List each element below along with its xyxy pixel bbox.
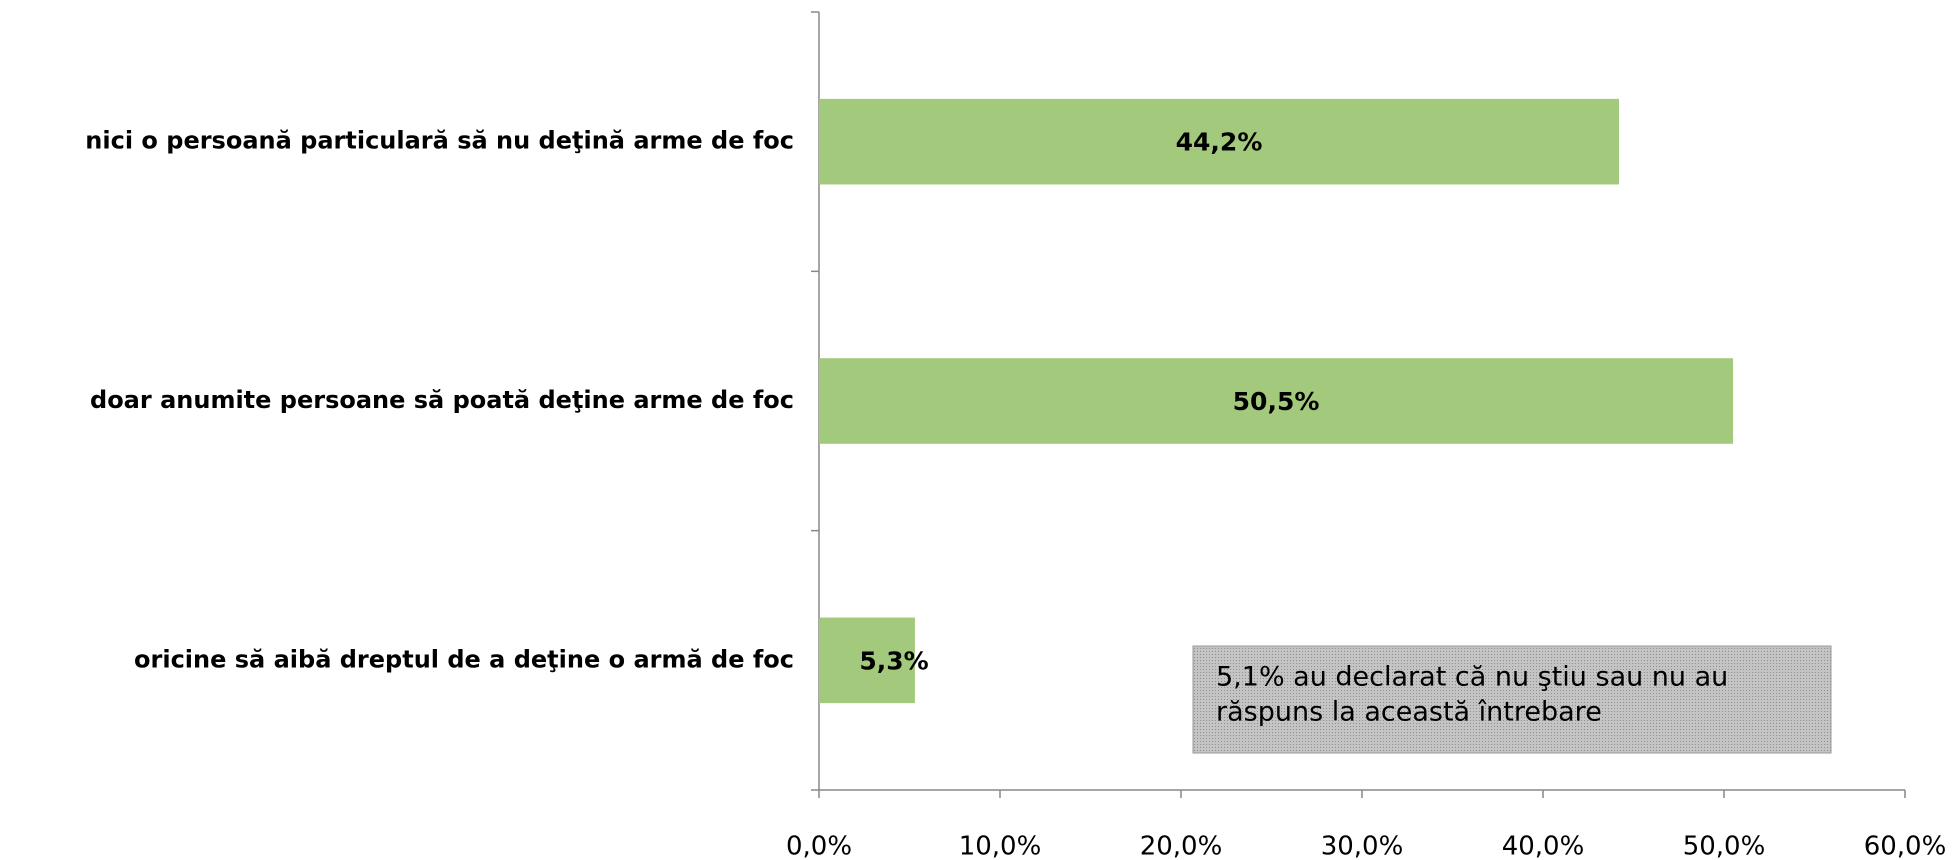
annotation-box (1192, 645, 1832, 754)
bar (819, 98, 1620, 185)
bar (819, 617, 915, 704)
bar (819, 358, 1734, 444)
value-label: 5,3% (859, 646, 928, 675)
annotation-text: 5,1% au declarat că nu ştiu sau nu au (1216, 662, 1728, 693)
category-label: oricine să aibă dreptul de a deţine o ar… (134, 645, 794, 673)
x-tick-label: 40,0% (1502, 832, 1585, 860)
value-label: 50,5% (1233, 387, 1320, 416)
x-tick-label: 0,0% (786, 832, 852, 860)
x-tick-label: 10,0% (959, 832, 1042, 860)
annotation-text: răspuns la această întrebare (1216, 697, 1602, 728)
category-label: nici o persoană particulară să nu deţină… (85, 127, 794, 155)
x-tick-label: 20,0% (1140, 832, 1223, 860)
x-tick-label: 60,0% (1864, 832, 1947, 860)
category-label: doar anumite persoane să poată deţine ar… (90, 386, 794, 414)
value-label: 44,2% (1176, 128, 1263, 157)
x-tick-label: 30,0% (1321, 832, 1404, 860)
x-tick-label: 50,0% (1683, 832, 1766, 860)
